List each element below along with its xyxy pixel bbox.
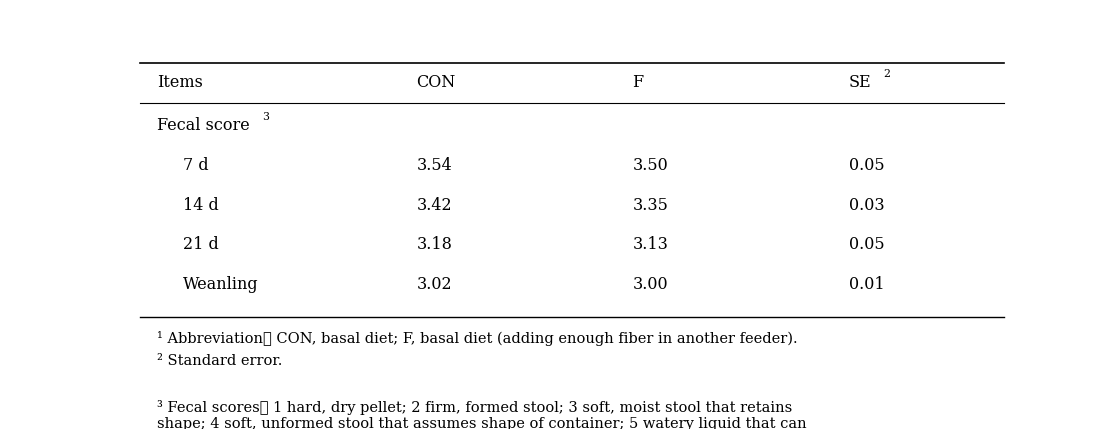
Text: 3: 3 [262,112,269,121]
Text: F: F [633,74,644,91]
Text: 14 d: 14 d [183,196,219,214]
Text: 3.35: 3.35 [633,196,668,214]
Text: CON: CON [416,74,455,91]
Text: 3.42: 3.42 [416,196,452,214]
Text: Items: Items [156,74,203,91]
Text: 3.02: 3.02 [416,276,452,293]
Text: 0.01: 0.01 [848,276,884,293]
Text: 0.05: 0.05 [848,157,884,174]
Text: 0.03: 0.03 [848,196,884,214]
Text: ² Standard error.: ² Standard error. [156,354,282,368]
Text: 7 d: 7 d [183,157,209,174]
Text: 3.13: 3.13 [633,236,668,253]
Text: ¹ Abbreviation： CON, basal diet; F, basal diet (adding enough fiber in another f: ¹ Abbreviation： CON, basal diet; F, basa… [156,331,798,346]
Text: 2: 2 [884,69,891,79]
Text: 3.54: 3.54 [416,157,452,174]
Text: 3.00: 3.00 [633,276,668,293]
Text: Fecal score: Fecal score [156,117,250,134]
Text: ³ Fecal scores： 1 hard, dry pellet; 2 firm, formed stool; 3 soft, moist stool th: ³ Fecal scores： 1 hard, dry pellet; 2 fi… [156,400,807,429]
Text: 3.18: 3.18 [416,236,452,253]
Text: 3.50: 3.50 [633,157,668,174]
Text: 21 d: 21 d [183,236,219,253]
Text: 0.05: 0.05 [848,236,884,253]
Text: SE: SE [848,74,872,91]
Text: Weanling: Weanling [183,276,259,293]
